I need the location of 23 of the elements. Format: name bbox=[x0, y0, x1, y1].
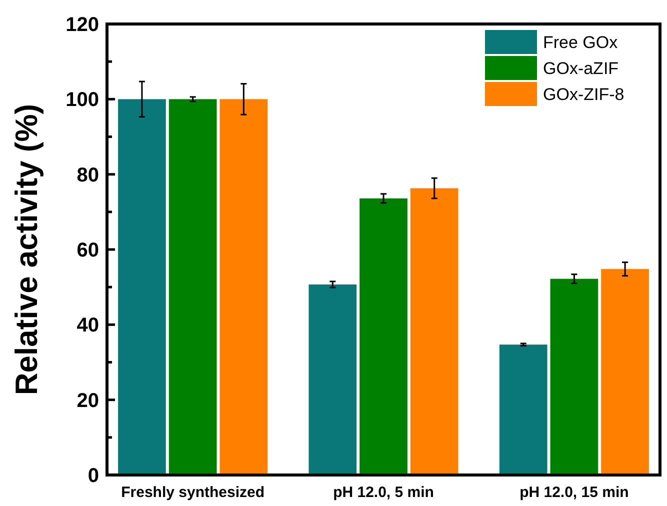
bar bbox=[118, 99, 166, 475]
y-tick-label: 80 bbox=[76, 164, 99, 186]
bar bbox=[308, 284, 357, 475]
legend-label: GOx-ZIF-8 bbox=[543, 84, 624, 104]
bar bbox=[220, 99, 268, 475]
bar bbox=[410, 188, 458, 475]
bar bbox=[550, 278, 598, 475]
y-axis-title: Relative activity (%) bbox=[9, 104, 44, 396]
x-tick-label: pH 12.0, 5 min bbox=[333, 484, 434, 501]
bar bbox=[360, 198, 408, 475]
y-tick-label: 100 bbox=[66, 89, 99, 112]
x-tick-label: Freshly synthesized bbox=[121, 484, 265, 501]
y-tick-label: 120 bbox=[66, 14, 99, 36]
y-tick-label: 20 bbox=[76, 390, 99, 412]
x-tick-label: pH 12.0, 15 min bbox=[520, 484, 629, 501]
y-tick-label: 60 bbox=[76, 240, 99, 262]
bar bbox=[168, 99, 217, 475]
bar bbox=[499, 344, 548, 475]
bar bbox=[601, 269, 649, 475]
y-tick-label: 40 bbox=[76, 314, 99, 337]
legend-label: Free GOx bbox=[543, 32, 618, 52]
y-tick-label: 0 bbox=[88, 465, 99, 487]
legend-label: GOx-aZIF bbox=[543, 58, 619, 78]
